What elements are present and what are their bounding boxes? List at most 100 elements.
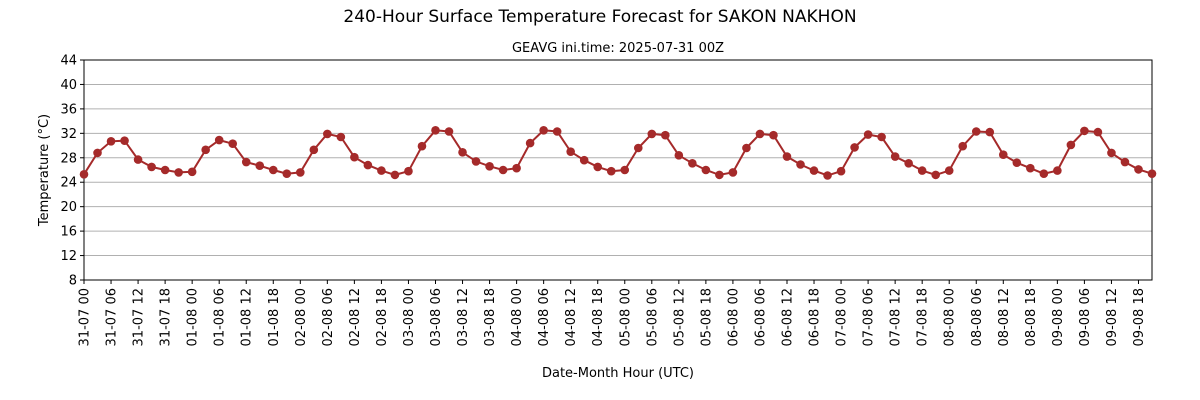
data-point bbox=[755, 129, 765, 139]
data-point bbox=[917, 166, 927, 175]
data-point bbox=[377, 166, 386, 175]
data-point bbox=[147, 162, 156, 172]
x-tick-label: 06-08 06 bbox=[753, 288, 768, 346]
data-point bbox=[431, 125, 440, 135]
data-point bbox=[701, 165, 711, 175]
x-tick-label: 09-08 18 bbox=[1132, 288, 1147, 346]
x-tick-label: 01-08 00 bbox=[186, 288, 201, 346]
x-tick-label: 06-08 00 bbox=[726, 288, 741, 346]
data-point bbox=[458, 147, 467, 157]
data-point bbox=[174, 168, 183, 177]
x-tick-label: 08-08 18 bbox=[1024, 288, 1039, 346]
data-point bbox=[93, 148, 102, 158]
data-point bbox=[228, 139, 238, 149]
data-point bbox=[1134, 165, 1143, 174]
data-point bbox=[485, 162, 494, 171]
data-point bbox=[944, 166, 954, 175]
grid-lines bbox=[84, 83, 1152, 257]
data-point bbox=[336, 132, 346, 142]
data-point bbox=[282, 169, 292, 178]
data-point bbox=[850, 143, 859, 152]
x-tick-label: 08-08 12 bbox=[997, 288, 1012, 346]
data-point bbox=[241, 157, 251, 167]
x-tick-label: 01-08 12 bbox=[240, 288, 255, 346]
x-tick-label: 03-08 18 bbox=[483, 288, 498, 346]
data-point bbox=[187, 167, 197, 177]
data-point bbox=[471, 157, 481, 166]
x-tick-label: 07-08 12 bbox=[889, 288, 904, 346]
x-tick-label: 06-08 18 bbox=[808, 288, 823, 346]
y-tick-label: 36 bbox=[60, 102, 77, 117]
data-point bbox=[1080, 126, 1089, 136]
x-tick-label: 09-08 00 bbox=[1051, 288, 1066, 346]
data-point bbox=[1093, 127, 1103, 137]
y-tick-label: 40 bbox=[60, 78, 77, 93]
x-tick-label: 04-08 12 bbox=[564, 288, 579, 346]
data-point bbox=[593, 162, 603, 172]
data-point bbox=[823, 171, 832, 180]
x-tick-label: 03-08 00 bbox=[402, 288, 417, 346]
y-tick-label: 8 bbox=[69, 274, 77, 289]
x-tick-label: 05-08 12 bbox=[672, 288, 687, 346]
data-point bbox=[539, 125, 548, 135]
data-point bbox=[1012, 158, 1022, 167]
data-point bbox=[525, 138, 535, 148]
x-tick-label: 31-07 00 bbox=[78, 288, 93, 346]
x-tick-label: 04-08 06 bbox=[537, 288, 552, 346]
x-tick-label: 09-08 06 bbox=[1078, 288, 1093, 346]
x-tick-label: 07-08 00 bbox=[835, 288, 850, 346]
y-axis-label: Temperature (°C) bbox=[37, 114, 52, 227]
data-point bbox=[647, 129, 657, 139]
data-point bbox=[160, 165, 170, 175]
x-tick-label: 03-08 06 bbox=[429, 288, 444, 346]
data-point bbox=[1039, 169, 1049, 178]
temperature-points bbox=[79, 125, 1157, 180]
data-point bbox=[404, 166, 413, 176]
x-tick-label: 07-08 06 bbox=[862, 288, 877, 346]
data-point bbox=[498, 165, 508, 175]
data-point bbox=[1066, 140, 1076, 150]
data-point bbox=[1107, 148, 1116, 158]
data-point bbox=[201, 145, 210, 155]
x-tick-label: 09-08 12 bbox=[1105, 288, 1120, 346]
y-tick-label: 12 bbox=[60, 249, 77, 264]
data-point bbox=[133, 155, 143, 164]
x-tick-label: 02-08 12 bbox=[348, 288, 363, 346]
data-point bbox=[985, 127, 995, 137]
data-point bbox=[688, 158, 697, 168]
data-point bbox=[1053, 166, 1062, 175]
data-point bbox=[214, 135, 224, 145]
y-tick-label: 44 bbox=[60, 54, 77, 69]
data-point bbox=[863, 130, 873, 139]
data-point bbox=[661, 130, 670, 140]
data-point bbox=[120, 136, 129, 145]
x-tick-label: 05-08 00 bbox=[618, 288, 633, 346]
x-tick-label: 06-08 12 bbox=[780, 288, 795, 346]
data-point bbox=[579, 155, 589, 165]
x-tick-label: 08-08 06 bbox=[970, 288, 985, 346]
data-point bbox=[79, 169, 89, 179]
y-tick-label: 32 bbox=[60, 127, 77, 142]
y-tick-label: 20 bbox=[60, 200, 77, 215]
x-axis-ticks: 31-07 00 31-07 06 31-07 12 31-07 18 01-08 00… bbox=[78, 280, 1147, 346]
data-point bbox=[890, 152, 900, 161]
data-point bbox=[296, 168, 305, 177]
x-tick-label: 04-08 18 bbox=[591, 288, 606, 346]
data-point bbox=[931, 170, 940, 180]
x-tick-label: 02-08 18 bbox=[375, 288, 390, 346]
data-point bbox=[390, 170, 400, 180]
data-point bbox=[512, 163, 521, 173]
x-tick-label: 31-07 18 bbox=[159, 288, 174, 346]
x-tick-label: 01-08 06 bbox=[213, 288, 228, 346]
data-point bbox=[255, 161, 265, 171]
data-point bbox=[323, 129, 332, 139]
data-point bbox=[552, 127, 562, 136]
x-tick-label: 08-08 00 bbox=[943, 288, 958, 346]
y-tick-label: 24 bbox=[60, 176, 77, 191]
data-point bbox=[363, 160, 373, 170]
data-point bbox=[904, 158, 913, 168]
data-point bbox=[971, 127, 981, 136]
x-tick-label: 31-07 06 bbox=[105, 288, 120, 346]
data-point bbox=[268, 165, 278, 175]
